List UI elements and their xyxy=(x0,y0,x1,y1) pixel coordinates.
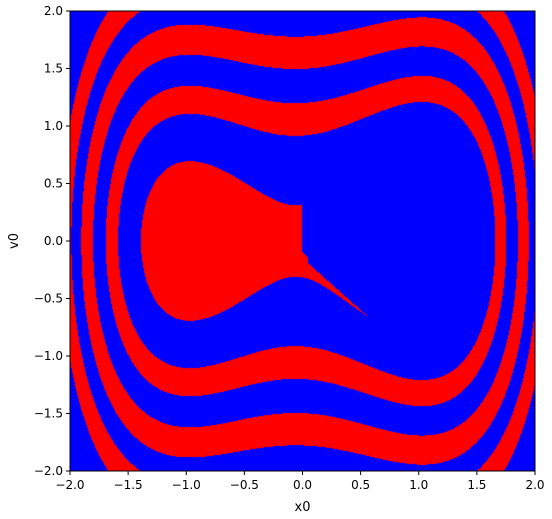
y-tick-label: 1.5 xyxy=(44,62,63,76)
x-tick-label: −1.0 xyxy=(172,478,201,492)
y-tick-label: −2.0 xyxy=(34,464,63,478)
y-axis: −2.0 −1.5 −1.0 −0.5 0.0 0.5 1.0 1.5 2.0 xyxy=(34,4,70,478)
x-axis: −2.0 −1.5 −1.0 −0.5 0.0 0.5 1.0 1.5 2.0 xyxy=(55,471,545,492)
x-tick-label: 0.0 xyxy=(293,478,312,492)
x-tick-label: −2.0 xyxy=(55,478,84,492)
x-tick-label: 1.5 xyxy=(467,478,486,492)
y-tick-label: −1.0 xyxy=(34,349,63,363)
basin-heatmap xyxy=(70,11,535,471)
y-axis-label: v0 xyxy=(7,233,22,249)
x-tick-label: −1.5 xyxy=(114,478,143,492)
y-tick-label: −0.5 xyxy=(34,292,63,306)
x-tick-label: 0.5 xyxy=(351,478,370,492)
x-axis-label: x0 xyxy=(295,500,311,515)
x-tick-label: 2.0 xyxy=(525,478,544,492)
y-tick-label: −1.5 xyxy=(34,407,63,421)
x-tick-label: −0.5 xyxy=(230,478,259,492)
y-tick-label: 2.0 xyxy=(44,4,63,18)
y-tick-label: 0.5 xyxy=(44,177,63,191)
plot-area xyxy=(70,11,535,471)
y-tick-label: 0.0 xyxy=(44,234,63,248)
y-tick-label: 1.0 xyxy=(44,119,63,133)
x-tick-label: 1.0 xyxy=(409,478,428,492)
